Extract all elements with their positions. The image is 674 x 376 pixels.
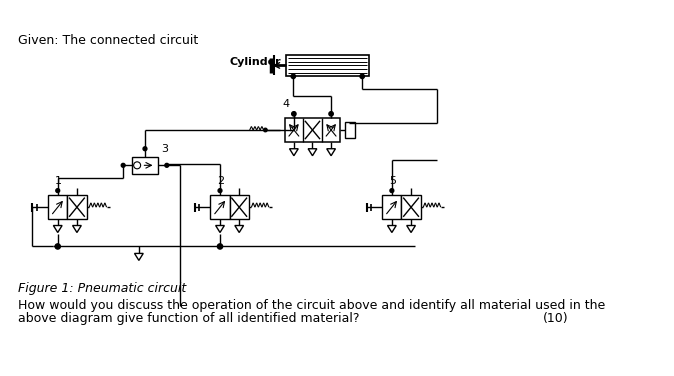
Circle shape (291, 74, 295, 79)
Text: above diagram give function of all identified material?: above diagram give function of all ident… (18, 312, 360, 325)
Bar (286, 55, 369, 76)
Text: Figure 1: Pneumatic circuit: Figure 1: Pneumatic circuit (18, 282, 187, 295)
Text: 1: 1 (55, 176, 62, 186)
Bar (382, 195, 402, 220)
Bar (48, 195, 67, 220)
Circle shape (121, 164, 125, 167)
Text: Given: The connected circuit: Given: The connected circuit (18, 35, 199, 47)
Text: 4: 4 (283, 100, 290, 109)
Bar (67, 195, 86, 220)
Circle shape (292, 112, 296, 116)
Polygon shape (327, 149, 336, 156)
Bar (345, 122, 355, 138)
Bar (210, 195, 230, 220)
Bar (284, 118, 340, 142)
Circle shape (55, 244, 61, 249)
Circle shape (264, 128, 267, 132)
Polygon shape (290, 149, 298, 156)
Polygon shape (308, 149, 317, 156)
Polygon shape (388, 226, 396, 232)
Polygon shape (216, 226, 224, 232)
Text: 5: 5 (390, 176, 396, 186)
Polygon shape (73, 226, 82, 232)
Circle shape (133, 162, 141, 169)
Circle shape (360, 74, 365, 79)
Polygon shape (235, 226, 243, 232)
Bar (132, 156, 158, 174)
Bar (230, 195, 249, 220)
Polygon shape (135, 253, 144, 261)
Text: How would you discuss the operation of the circuit above and identify all materi: How would you discuss the operation of t… (18, 299, 606, 312)
Polygon shape (53, 226, 62, 232)
Text: 2: 2 (218, 176, 224, 186)
Polygon shape (406, 226, 415, 232)
Circle shape (56, 189, 60, 193)
Circle shape (390, 189, 394, 193)
Circle shape (329, 112, 333, 116)
Circle shape (143, 147, 147, 151)
Bar (402, 195, 421, 220)
Text: 3: 3 (162, 144, 168, 155)
Text: (10): (10) (543, 312, 568, 325)
Circle shape (218, 244, 222, 249)
Circle shape (218, 189, 222, 193)
Circle shape (165, 164, 168, 167)
Text: Cylinder: Cylinder (230, 57, 281, 67)
